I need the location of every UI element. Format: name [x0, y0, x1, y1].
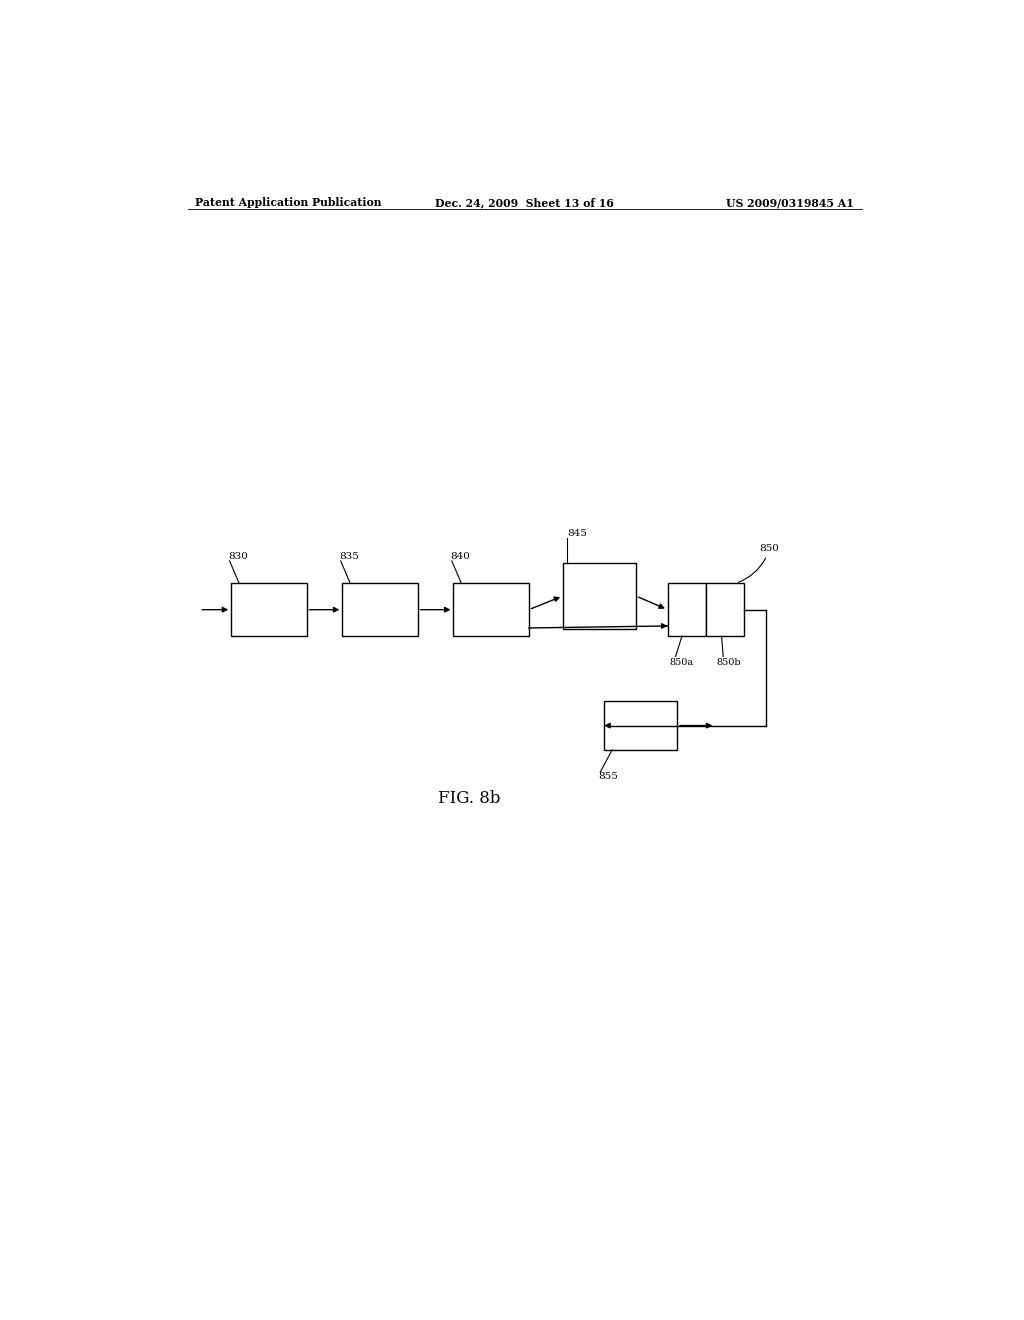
Bar [454, 583, 528, 636]
Bar [342, 583, 418, 636]
Bar [668, 583, 706, 636]
Text: Patent Application Publication: Patent Application Publication [196, 197, 382, 209]
Text: FIG. 8b: FIG. 8b [438, 791, 501, 808]
Text: US 2009/0319845 A1: US 2009/0319845 A1 [726, 197, 854, 209]
Bar [706, 583, 743, 636]
Bar [604, 701, 677, 750]
Text: 835: 835 [339, 552, 359, 561]
Text: 855: 855 [599, 772, 618, 781]
Bar [563, 562, 636, 630]
Text: 850b: 850b [717, 659, 741, 668]
Text: 850a: 850a [670, 659, 693, 668]
Text: 845: 845 [567, 528, 587, 537]
Text: Dec. 24, 2009  Sheet 13 of 16: Dec. 24, 2009 Sheet 13 of 16 [435, 197, 614, 209]
Bar [231, 583, 306, 636]
Text: 850: 850 [738, 544, 779, 582]
Text: 830: 830 [228, 552, 248, 561]
Text: 840: 840 [451, 552, 470, 561]
